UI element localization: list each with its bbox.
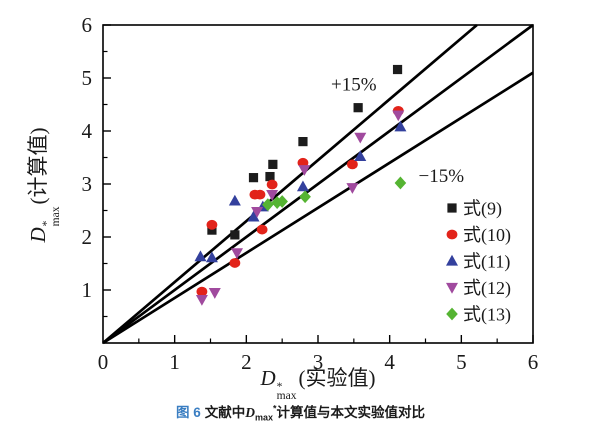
data-point	[347, 159, 358, 170]
legend-label: 式(10)	[463, 225, 511, 246]
legend-marker	[446, 229, 458, 240]
y-tick-label: 2	[82, 225, 93, 249]
data-point	[256, 224, 268, 235]
data-point	[392, 110, 405, 122]
data-point	[296, 180, 309, 192]
y-tick-label: 3	[82, 172, 93, 196]
data-point	[195, 294, 208, 306]
data-point	[276, 195, 288, 208]
annotation-label: −15%	[418, 166, 464, 187]
data-point	[196, 286, 208, 297]
data-point	[353, 103, 363, 113]
x-tick-label: 0	[98, 350, 109, 374]
legend-label: 式(12)	[463, 278, 511, 299]
x-tick-label: 1	[169, 350, 180, 374]
y-axis-label-symbol: D	[26, 227, 51, 243]
caption-body2: 计算值与本文实验值对比	[276, 405, 426, 420]
data-point	[207, 225, 217, 235]
y-tick-label: 4	[82, 119, 93, 143]
caption-body1: 文献中	[204, 405, 246, 420]
data-point	[299, 190, 311, 204]
data-point	[248, 173, 259, 183]
plus-15-percent-line	[102, 23, 478, 345]
x-axis-label-sub: max	[276, 390, 297, 403]
data-point	[354, 132, 367, 144]
x-tick-label: 5	[456, 350, 467, 374]
legend-label: 式(11)	[463, 252, 510, 273]
data-point	[346, 183, 359, 194]
data-point	[208, 288, 221, 299]
identity-line	[102, 23, 534, 345]
y-axis-label-sub: max	[50, 206, 63, 227]
x-axis-label-sup: *	[276, 381, 283, 394]
x-tick-label: 6	[528, 350, 539, 374]
data-point	[231, 248, 244, 260]
data-point	[254, 189, 266, 200]
legend-marker	[446, 254, 458, 266]
minus-15-percent-line	[102, 71, 534, 345]
caption-symbol: D	[245, 405, 255, 420]
caption-symbol-sub: max	[254, 412, 273, 423]
x-tick-label: 2	[241, 350, 252, 374]
y-tick-label: 1	[82, 278, 93, 302]
x-tick-label: 4	[384, 350, 395, 374]
figure-caption: 图 6 文献中Dmax*计算值与本文实验值对比	[0, 401, 601, 423]
data-point	[194, 250, 207, 262]
data-point	[266, 179, 278, 190]
y-tick-label: 6	[82, 13, 93, 37]
caption-number: 图 6	[175, 405, 201, 420]
data-point	[354, 150, 367, 162]
x-tick-label: 3	[313, 350, 324, 374]
data-point	[265, 171, 275, 182]
data-point	[230, 230, 240, 240]
data-point	[298, 137, 308, 147]
legend-label: 式(9)	[463, 199, 502, 220]
data-point	[206, 219, 218, 230]
legend-marker	[446, 307, 458, 321]
data-point	[266, 190, 279, 201]
data-point	[298, 165, 311, 176]
data-point	[262, 198, 274, 212]
data-point	[271, 196, 283, 209]
data-point	[251, 206, 264, 218]
x-axis-label: D * max (实验值)	[103, 362, 533, 402]
y-axis-label-text: (计算值)	[26, 127, 51, 205]
data-point	[394, 120, 407, 132]
data-point	[268, 159, 278, 169]
legend-label: 式(13)	[463, 305, 511, 326]
data-point	[228, 194, 241, 206]
data-point	[394, 176, 407, 190]
data-point	[247, 210, 260, 222]
x-axis-label-text: (实验值)	[298, 366, 376, 390]
data-point	[392, 64, 403, 75]
x-axis-label-symbol: D	[260, 366, 276, 390]
data-point	[205, 251, 218, 263]
caption-symbol-sup: *	[273, 403, 277, 414]
legend-marker	[446, 282, 458, 294]
legend-marker	[447, 203, 457, 213]
annotation-label: +15%	[331, 74, 377, 95]
y-tick-label: 5	[82, 66, 93, 90]
y-axis-label: D * max (计算值)	[22, 127, 62, 242]
data-point	[229, 258, 241, 268]
